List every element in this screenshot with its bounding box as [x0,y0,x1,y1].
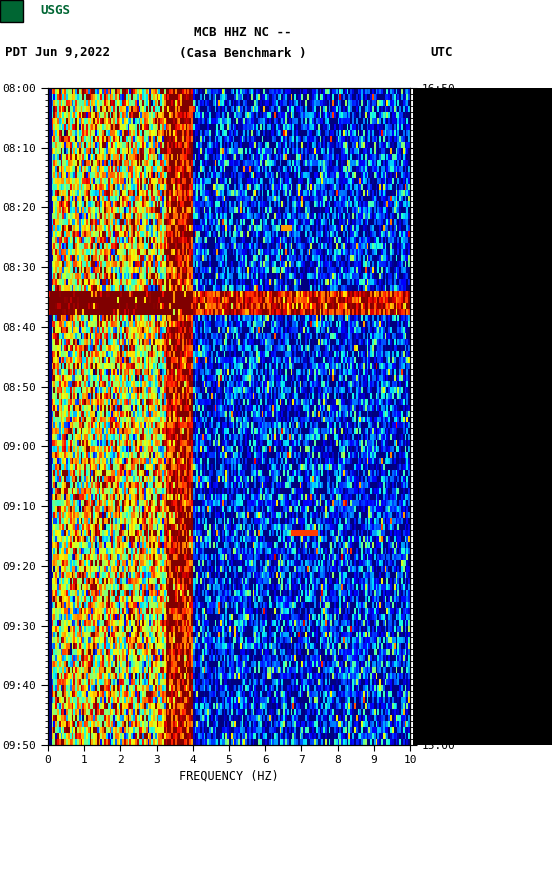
Text: MCB HHZ NC --: MCB HHZ NC -- [194,27,291,39]
Text: (Casa Benchmark ): (Casa Benchmark ) [179,46,306,60]
Text: Jun 9,2022: Jun 9,2022 [35,46,110,60]
Text: USGS: USGS [40,4,70,18]
Text: UTC: UTC [430,46,453,60]
X-axis label: FREQUENCY (HZ): FREQUENCY (HZ) [179,770,279,782]
Text: PDT: PDT [5,46,28,60]
FancyBboxPatch shape [0,0,23,22]
